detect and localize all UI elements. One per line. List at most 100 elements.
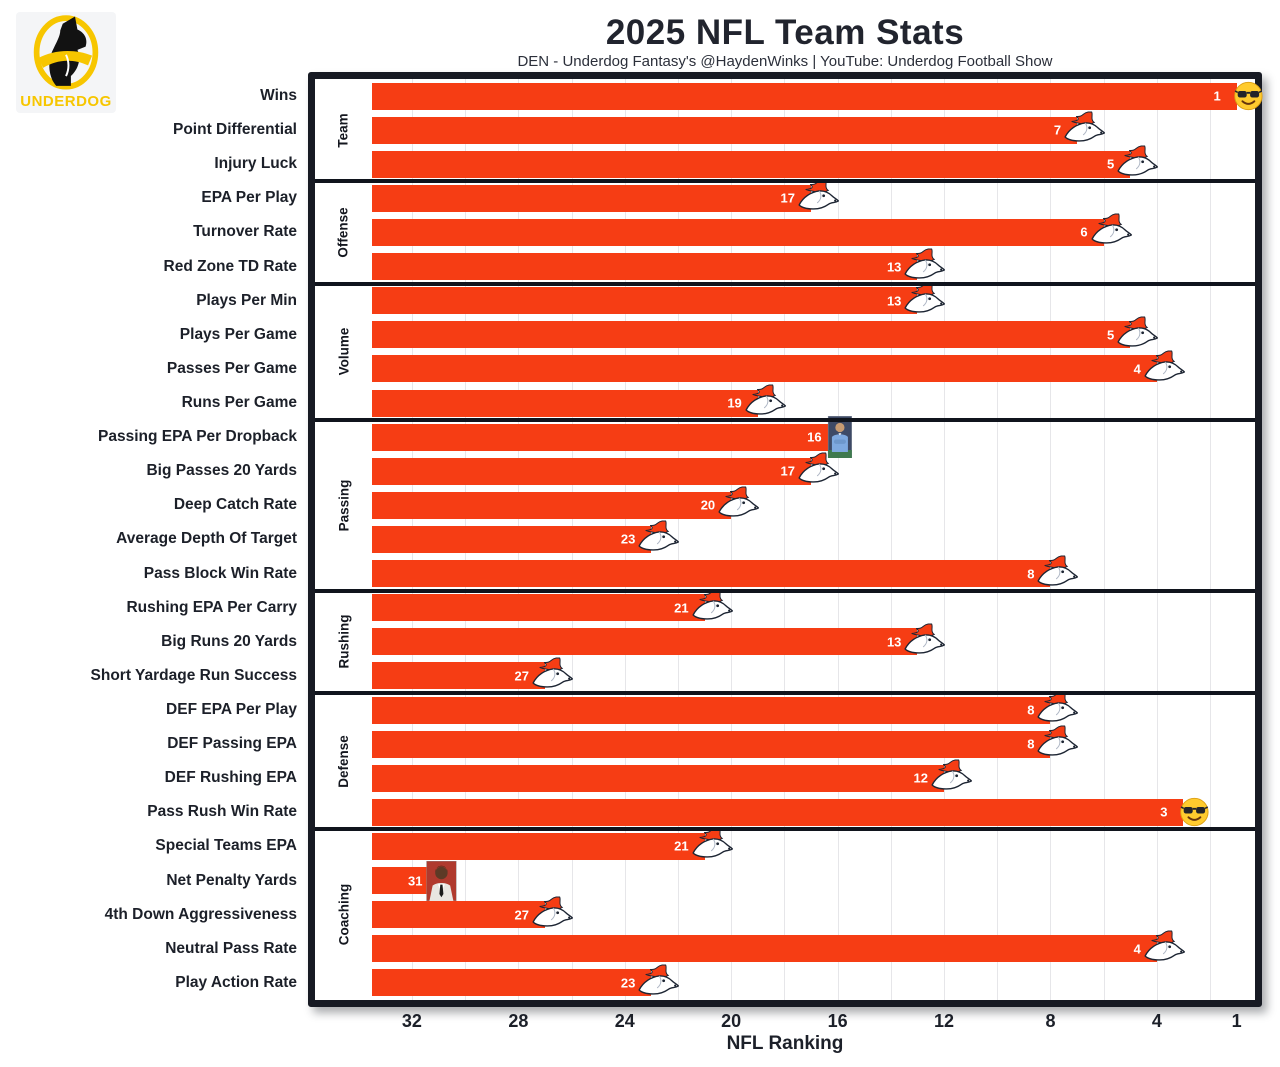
rank-value: 21 bbox=[674, 838, 689, 854]
rank-value: 17 bbox=[780, 463, 795, 479]
stat-label: Deep Catch Rate bbox=[173, 496, 297, 514]
stat-label: Rushing EPA Per Carry bbox=[126, 598, 297, 616]
broncos-horse-icon bbox=[1141, 930, 1185, 964]
rank-bar: 19 bbox=[372, 384, 786, 417]
group-label-strip bbox=[315, 79, 372, 1000]
rank-value: 13 bbox=[886, 293, 902, 309]
group-separator bbox=[315, 691, 1255, 695]
rank-value: 8 bbox=[1027, 736, 1035, 752]
broncos-horse-icon bbox=[795, 452, 840, 486]
stat-label: Turnover Rate bbox=[193, 223, 297, 241]
chart-row: 13 bbox=[315, 623, 1255, 659]
rank-value: 6 bbox=[1080, 224, 1088, 240]
rank-bar: 27 bbox=[372, 657, 573, 690]
rank-bar: 13 bbox=[372, 281, 946, 315]
broncos-horse-icon bbox=[795, 179, 840, 213]
crying-jordan-photo-icon bbox=[425, 860, 456, 901]
rank-value: 1 bbox=[1213, 88, 1221, 104]
chart-row: 5 bbox=[315, 316, 1255, 352]
stat-label: Short Yardage Run Success bbox=[90, 666, 297, 684]
broncos-horse-icon bbox=[636, 964, 680, 998]
grid-line bbox=[837, 79, 839, 1000]
rank-bar: 4 bbox=[372, 350, 1185, 383]
rank-bar: 16 bbox=[372, 416, 852, 459]
rank-bar: 13 bbox=[372, 623, 946, 656]
stat-label: Pass Rush Win Rate bbox=[147, 803, 297, 821]
rank-value: 13 bbox=[886, 259, 902, 275]
rank-bar: 23 bbox=[372, 964, 680, 997]
broncos-horse-icon bbox=[742, 384, 786, 418]
group-label-rushing: Rushing bbox=[315, 591, 372, 693]
chart-row: 3 bbox=[315, 795, 1255, 829]
broncos-horse-icon bbox=[928, 759, 973, 793]
rank-bar: 13 bbox=[372, 247, 946, 281]
broncos-horse-icon bbox=[689, 588, 733, 623]
underdog-logo: UNDERDOG bbox=[16, 12, 116, 113]
group-separator bbox=[315, 418, 1255, 423]
rank-bar: 4 bbox=[372, 930, 1185, 963]
x-tick-8: 8 bbox=[1045, 1011, 1056, 1031]
chart-row: 17 bbox=[315, 452, 1255, 488]
grid-line bbox=[784, 79, 786, 1000]
grid-line bbox=[1050, 79, 1052, 1000]
rank-bar: 20 bbox=[372, 486, 760, 519]
chart-row: 4 bbox=[315, 930, 1255, 966]
stat-label: Plays Per Min bbox=[196, 291, 297, 309]
rank-value: 27 bbox=[514, 907, 529, 923]
rank-value: 27 bbox=[514, 668, 529, 684]
chart-row: 8 bbox=[315, 725, 1255, 761]
rank-bar: 6 bbox=[372, 213, 1132, 246]
broncos-horse-icon bbox=[902, 247, 946, 282]
group-label-offense: Offense bbox=[315, 181, 372, 283]
group-label-text: Offense bbox=[335, 207, 351, 258]
x-tick-24: 24 bbox=[614, 1011, 635, 1031]
x-tick-12: 12 bbox=[934, 1011, 955, 1031]
sunglasses-emoji-icon bbox=[1233, 81, 1263, 111]
grid-line bbox=[997, 79, 999, 1000]
chart-plot-area: Team 1 7 5 Offense 17 6 bbox=[308, 72, 1263, 1007]
x-tick-16: 16 bbox=[827, 1011, 848, 1031]
group-separator bbox=[315, 588, 1255, 593]
rank-bar: 1 bbox=[372, 81, 1263, 111]
broncos-horse-icon bbox=[689, 827, 733, 861]
rank-bar: 21 bbox=[372, 588, 733, 622]
chart-row: 12 bbox=[315, 759, 1255, 795]
chart-row: 7 bbox=[315, 111, 1255, 147]
group-label-passing: Passing bbox=[315, 420, 372, 591]
rank-value: 16 bbox=[807, 429, 822, 445]
chart-row: 13 bbox=[315, 281, 1255, 318]
stat-label: Neutral Pass Rate bbox=[165, 939, 297, 957]
group-label-text: Passing bbox=[336, 479, 351, 532]
x-axis-ticks: 32 28 24 20 16 12 8 4 1 bbox=[0, 1011, 1280, 1035]
stat-label: Big Runs 20 Yards bbox=[161, 632, 297, 650]
broncos-horse-icon bbox=[902, 623, 946, 657]
stat-label: Passing EPA Per Dropback bbox=[98, 428, 297, 446]
stat-label: Injury Luck bbox=[214, 155, 297, 173]
rank-bar: 8 bbox=[372, 691, 1079, 724]
rank-bar: 31 bbox=[372, 860, 456, 901]
chart-row: 17 bbox=[315, 179, 1255, 215]
x-axis-title: NFL Ranking bbox=[726, 1033, 844, 1054]
stat-label: EPA Per Play bbox=[201, 189, 297, 207]
chart-row: 8 bbox=[315, 691, 1255, 727]
group-label-volume: Volume bbox=[315, 284, 372, 420]
rank-bar: 8 bbox=[372, 554, 1079, 588]
broncos-horse-icon bbox=[1141, 350, 1185, 384]
underdog-brand-text: UNDERDOG bbox=[20, 93, 112, 110]
rank-value: 23 bbox=[620, 975, 636, 991]
group-label-team: Team bbox=[315, 79, 372, 181]
broncos-horse-icon bbox=[1114, 145, 1159, 179]
stat-label: Point Differential bbox=[172, 121, 297, 139]
broncos-horse-icon bbox=[529, 657, 573, 691]
broncos-horse-icon bbox=[1035, 554, 1079, 589]
rank-bar: 17 bbox=[372, 452, 840, 485]
x-tick-32: 32 bbox=[401, 1011, 422, 1031]
stat-label: Runs Per Game bbox=[181, 394, 297, 411]
group-label-text: Volume bbox=[335, 327, 351, 376]
rank-value: 8 bbox=[1027, 566, 1035, 582]
broncos-horse-icon bbox=[902, 281, 946, 316]
group-separator bbox=[315, 179, 1255, 184]
chart-row: 31 bbox=[315, 860, 1255, 901]
grid-line bbox=[677, 79, 679, 1000]
broncos-horse-icon bbox=[529, 895, 573, 930]
